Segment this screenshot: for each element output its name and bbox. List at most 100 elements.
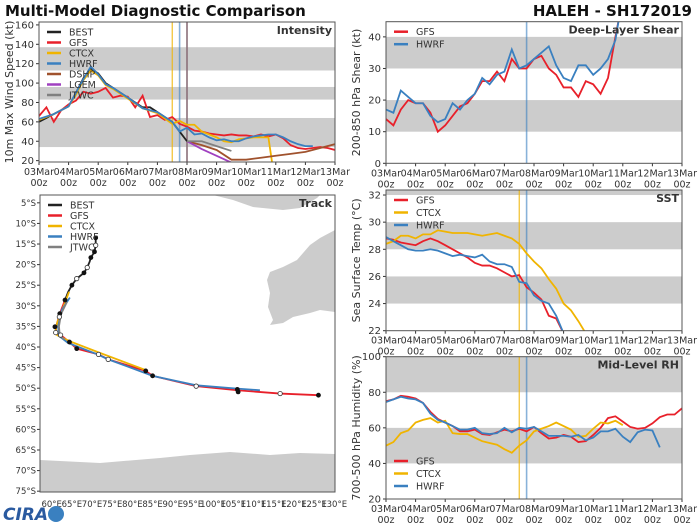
x-tick-label-day: 03Mar (371, 168, 401, 179)
x-tick-label-hour: 00z (178, 178, 195, 189)
lat-tick-label: 75°S (16, 487, 36, 497)
track-marker-filled (93, 235, 99, 241)
x-tick-label-hour: 00z (496, 347, 513, 358)
track-marker-filled (143, 368, 149, 374)
legend-label-ctcx: CTCX (416, 208, 442, 219)
x-tick-label-day: 05Mar (430, 504, 460, 515)
lat-tick-label: 30°S (16, 302, 36, 312)
y-tick-label: 26 (368, 272, 381, 283)
lat-tick-label: 65°S (16, 446, 36, 456)
legend-label-gfs: GFS (70, 211, 89, 222)
x-tick-label-day: 11Mar (261, 167, 291, 178)
x-tick-label-day: 03Mar (371, 504, 401, 515)
panel-title: Track (299, 197, 333, 210)
lon-tick-label: 130°E (321, 500, 347, 510)
y-tick-label: 40 (368, 459, 381, 470)
x-tick-label-day: 04Mar (401, 168, 431, 179)
x-tick-label-day: 07Mar (489, 168, 519, 179)
y-tick-label: 40 (368, 32, 381, 43)
series-ctcx (386, 229, 586, 331)
x-tick-label-hour: 00z (407, 179, 424, 190)
x-tick-label-day: 10Mar (578, 504, 608, 515)
x-tick-label-hour: 00z (208, 178, 225, 189)
x-tick-label-hour: 00z (614, 515, 631, 525)
x-tick-label-day: 08Mar (519, 504, 549, 515)
cira-logo: CIRA (3, 505, 49, 525)
x-tick-label-hour: 00z (437, 347, 454, 358)
x-tick-label-day: 04Mar (401, 336, 431, 347)
x-tick-label-day: 11Mar (608, 336, 638, 347)
track-marker-open (193, 383, 199, 389)
track-marker-open (56, 314, 62, 320)
x-tick-label-day: 05Mar (430, 336, 460, 347)
track-hwrf (57, 297, 261, 392)
track-marker-open (95, 351, 102, 358)
x-tick-label-hour: 00z (525, 347, 542, 358)
x-tick-label-day: 10Mar (578, 168, 608, 179)
x-tick-label-hour: 00z (525, 179, 542, 190)
antarctica-land (40, 452, 335, 492)
track-marker-filled (52, 324, 58, 330)
y-tick-label: 30 (368, 64, 381, 75)
x-tick-label-day: 12Mar (637, 504, 667, 515)
threshold-band (386, 427, 682, 464)
lon-tick-label: 65°E (62, 500, 82, 510)
track-marker-filled (69, 282, 75, 288)
panel-title: Deep-Layer Shear (568, 24, 679, 37)
panel-title: Mid-Level RH (597, 359, 679, 372)
x-tick-label-day: 09Mar (549, 504, 579, 515)
lon-tick-label: 115°E (261, 500, 287, 510)
x-tick-label-hour: 00z (30, 178, 47, 189)
x-tick-label-day: 11Mar (608, 504, 638, 515)
storm-title: HALEH - SH172019 (532, 2, 692, 20)
series-dshp (186, 140, 335, 161)
x-tick-label-day: 03Mar (371, 336, 401, 347)
y-axis-label: 200-850 hPa Shear (kt) (350, 29, 363, 157)
lon-tick-label: 125°E (301, 500, 327, 510)
lon-tick-label: 90°E (163, 500, 183, 510)
x-tick-label-hour: 00z (525, 515, 542, 525)
x-tick-label-day: 12Mar (290, 167, 320, 178)
lon-tick-label: 95°E (183, 500, 203, 510)
x-tick-label-hour: 00z (585, 179, 602, 190)
x-tick-label-day: 09Mar (549, 168, 579, 179)
x-tick-label-day: 10Mar (231, 167, 261, 178)
x-tick-label-hour: 00z (60, 178, 77, 189)
x-tick-label-hour: 00z (377, 515, 394, 525)
track-marker-filled (150, 373, 155, 379)
x-tick-label-day: 09Mar (549, 336, 579, 347)
y-tick-label: 140 (15, 40, 34, 51)
series-hwrf (386, 21, 620, 124)
x-tick-label-day: 13Mar (667, 168, 697, 179)
lon-tick-label: 75°E (102, 500, 122, 510)
lon-tick-label: 60°E (41, 500, 61, 510)
plot-frame (38, 21, 336, 163)
track-marker-open (57, 332, 64, 338)
x-tick-label-day: 08Mar (519, 336, 549, 347)
x-tick-label-day: 04Mar (54, 167, 84, 178)
track-marker-filled (67, 339, 72, 345)
y-tick-label: 40 (21, 137, 34, 148)
y-tick-label: 120 (15, 59, 34, 70)
x-tick-label-day: 06Mar (113, 167, 143, 178)
series-jtwc (187, 140, 232, 152)
y-tick-label: 100 (362, 352, 381, 363)
x-tick-label-hour: 00z (90, 178, 107, 189)
threshold-band (386, 190, 682, 196)
y-tick-label: 20 (368, 96, 381, 107)
legend-label-hwrf: HWRF (70, 232, 99, 243)
legend-label-best: BEST (69, 28, 94, 39)
y-tick-label: 60 (368, 423, 381, 434)
x-tick-label-hour: 00z (644, 179, 661, 190)
cira-logo-globe-icon (48, 506, 64, 522)
track-marker-filled (62, 297, 68, 303)
x-tick-label-day: 06Mar (460, 168, 490, 179)
x-tick-label-hour: 00z (437, 515, 454, 525)
y-axis-label: 10m Max Wind Speed (kt) (3, 21, 16, 164)
x-tick-label-hour: 00z (673, 179, 690, 190)
x-tick-label-day: 05Mar (83, 167, 113, 178)
track-marker-filled (74, 346, 80, 352)
